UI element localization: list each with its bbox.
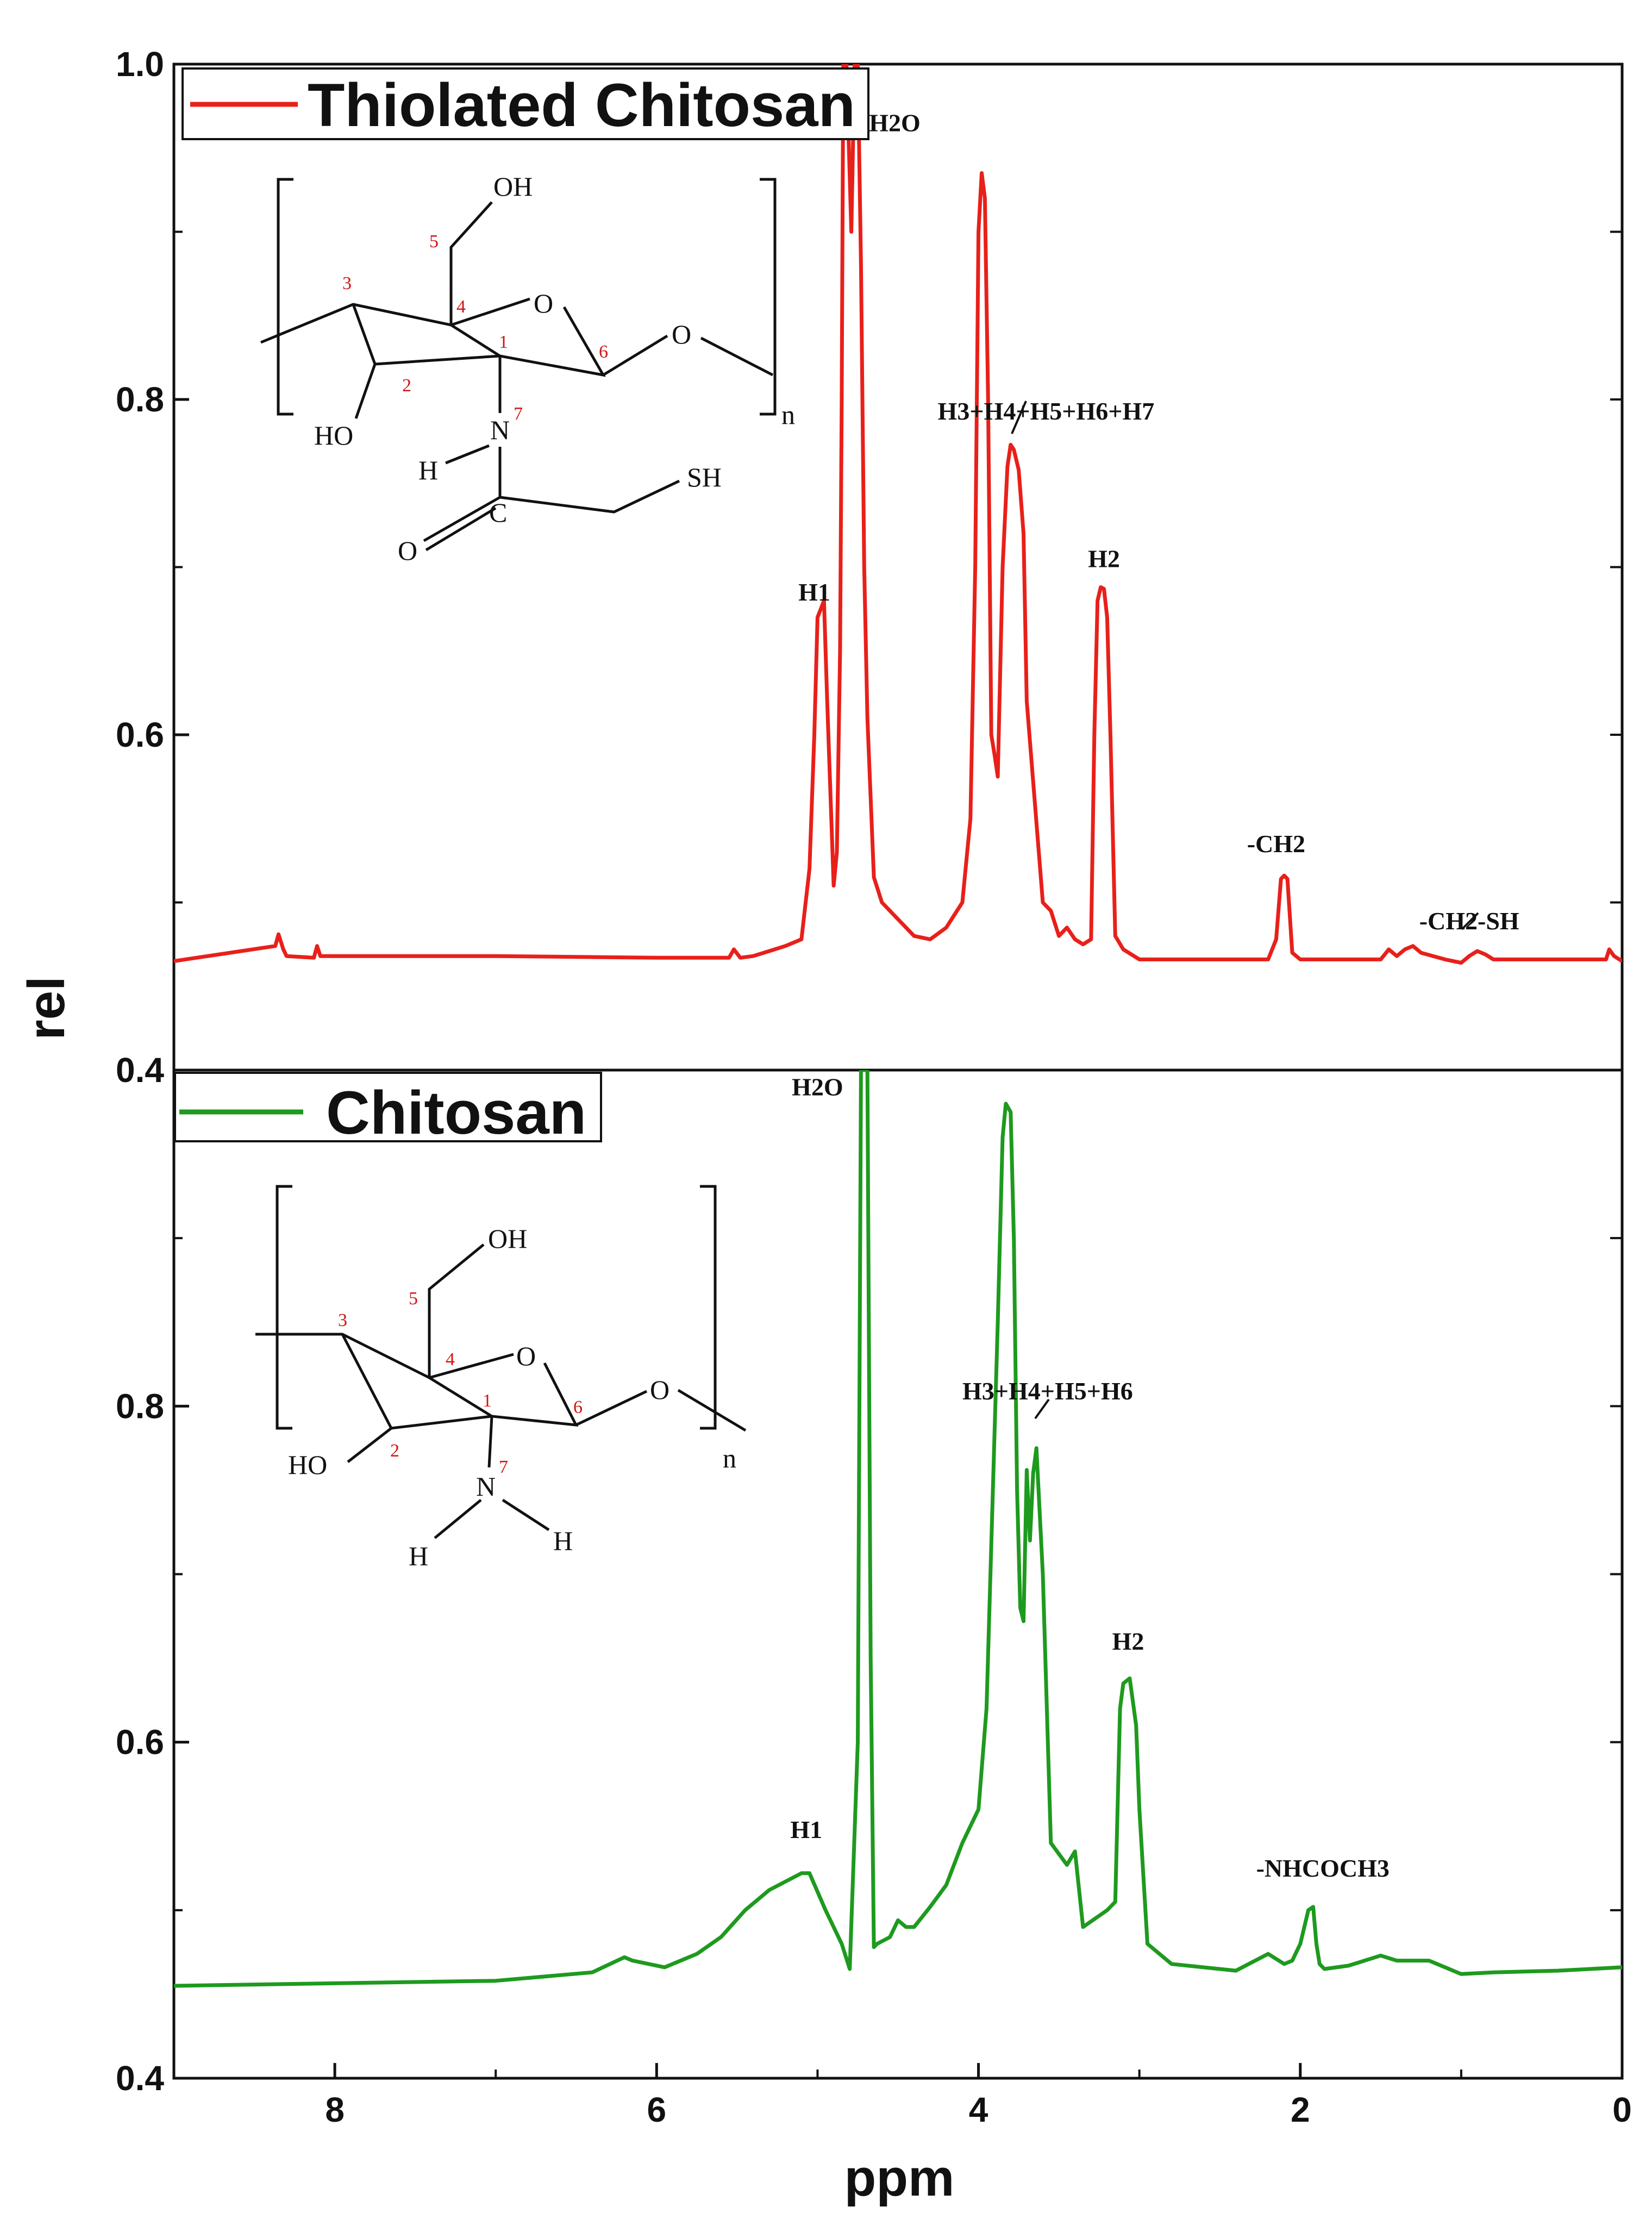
peak-label: H1 <box>798 578 830 606</box>
x-tick-label: 6 <box>647 2090 667 2129</box>
c4-number: 4 <box>456 297 466 317</box>
ho-atom: HO <box>314 420 353 451</box>
c3-number: 3 <box>342 273 352 293</box>
amide-bonds <box>423 444 680 552</box>
top-legend: Thiolated Chitosan <box>182 67 869 140</box>
x-tick-label: 2 <box>1291 2090 1310 2129</box>
c5-bonds <box>449 201 493 325</box>
c7-number: 7 <box>514 404 523 424</box>
ring-oxygen-atom: O <box>516 1341 536 1371</box>
bottom-legend: Chitosan <box>174 1072 602 1147</box>
c6-number: 6 <box>599 342 608 362</box>
polymer-n-subscript: n <box>723 1443 736 1473</box>
top-y-tick-label: 1.0 <box>116 45 164 84</box>
c5-number: 5 <box>409 1289 418 1309</box>
peak-label: H2 <box>1112 1628 1144 1655</box>
peak-label: H3+H4+H5+H6+H7 <box>938 397 1155 425</box>
bottom-legend-box <box>174 1072 602 1142</box>
c1-n-bond <box>487 1416 493 1468</box>
bottom-right-ticks <box>1610 1237 1622 1911</box>
annotation-pointer <box>1011 401 1027 434</box>
top-y-tick-label: 0.8 <box>116 380 164 419</box>
oh-top-atom: OH <box>493 171 533 202</box>
annotation-pointer <box>1034 1398 1050 1420</box>
peak-label: H1 <box>790 1816 822 1843</box>
nitrogen-atom: N <box>476 1471 496 1502</box>
top-panel: 0.40.60.81.0 H1H2OH3+H4+H5+H6+H7H2-CH2-C… <box>116 45 1624 1090</box>
top-y-ticks: 0.4 0.6 0.8 1.0 <box>116 45 189 1090</box>
peak-label: H2O <box>869 109 921 136</box>
c1-number: 1 <box>483 1391 492 1411</box>
amine-bonds <box>434 1498 550 1539</box>
link-oxygen-atom: O <box>672 319 691 349</box>
amide-h-atom: H <box>418 455 438 485</box>
peak-label: H2 <box>1088 545 1120 573</box>
amine-h-right-atom: H <box>553 1526 573 1556</box>
carbonyl-c-atom: C <box>489 497 507 528</box>
thiol-sh-atom: SH <box>687 462 722 492</box>
c5-bonds <box>428 1243 485 1378</box>
top-series <box>174 64 1622 965</box>
bottom-legend-label: Chitosan <box>326 1079 586 1147</box>
link-oxygen-atom: O <box>650 1374 669 1405</box>
c2-number: 2 <box>402 376 411 396</box>
bracket-left <box>277 178 293 416</box>
y-axis-title: rel <box>17 976 76 1040</box>
ring-oxygen-atom: O <box>534 288 553 318</box>
peak-label: -CH2 <box>1247 830 1305 858</box>
peak-label: H2O <box>792 1073 843 1101</box>
thiolated-chitosan-structure: OH O O HO N H C O SH n 3 4 5 1 6 2 7 <box>260 171 795 566</box>
x-axis-title: ppm <box>844 2149 955 2207</box>
top-right-ticks <box>1610 230 1622 904</box>
oh-top-atom: OH <box>488 1223 527 1254</box>
top-y-tick-label: 0.4 <box>116 1051 164 1090</box>
ho-atom: HO <box>288 1449 327 1480</box>
chitosan-structure: OH O O HO N H H n 3 4 5 1 6 2 7 <box>255 1185 747 1571</box>
bottom-y-tick-label: 0.8 <box>116 1386 164 1426</box>
c2-oh-bond <box>354 364 377 419</box>
bracket-right <box>760 178 777 416</box>
bottom-x-ticks: 8 6 4 2 0 <box>173 2063 1632 2129</box>
c6-number: 6 <box>573 1397 583 1417</box>
amine-h-left-atom: H <box>409 1541 428 1571</box>
bottom-series <box>174 1070 1622 1988</box>
c5-number: 5 <box>429 232 439 252</box>
c7-number: 7 <box>499 1457 508 1477</box>
bottom-series-line-0 <box>174 1070 1622 1988</box>
c3-number: 3 <box>338 1310 347 1330</box>
nitrogen-atom: N <box>490 415 510 445</box>
c1-number: 1 <box>499 332 508 352</box>
top-y-tick-label: 0.6 <box>116 715 164 754</box>
x-tick-label: 8 <box>325 2090 345 2129</box>
glycosidic-bond <box>602 334 774 377</box>
top-series-line-0 <box>174 64 1622 965</box>
c4-number: 4 <box>446 1349 455 1370</box>
c2-number: 2 <box>390 1441 399 1461</box>
bracket-right <box>700 1185 717 1430</box>
annotation-pointer <box>1461 912 1479 930</box>
carbonyl-o-atom: O <box>398 535 417 566</box>
bottom-y-tick-label: 0.4 <box>116 2059 164 2098</box>
bracket-left <box>276 1185 292 1430</box>
bottom-y-tick-label: 0.6 <box>116 1723 164 1762</box>
x-tick-label: 4 <box>969 2090 988 2129</box>
x-tick-label: 0 <box>1612 2090 1632 2129</box>
peak-label: -NHCOCH3 <box>1256 1854 1390 1882</box>
c2-oh-bond <box>347 1427 392 1463</box>
glycosidic-bond <box>575 1389 747 1432</box>
top-legend-label: Thiolated Chitosan <box>308 71 855 139</box>
bottom-y-ticks: 0.4 0.6 0.8 <box>116 1237 189 2098</box>
polymer-n-subscript: n <box>781 399 795 430</box>
